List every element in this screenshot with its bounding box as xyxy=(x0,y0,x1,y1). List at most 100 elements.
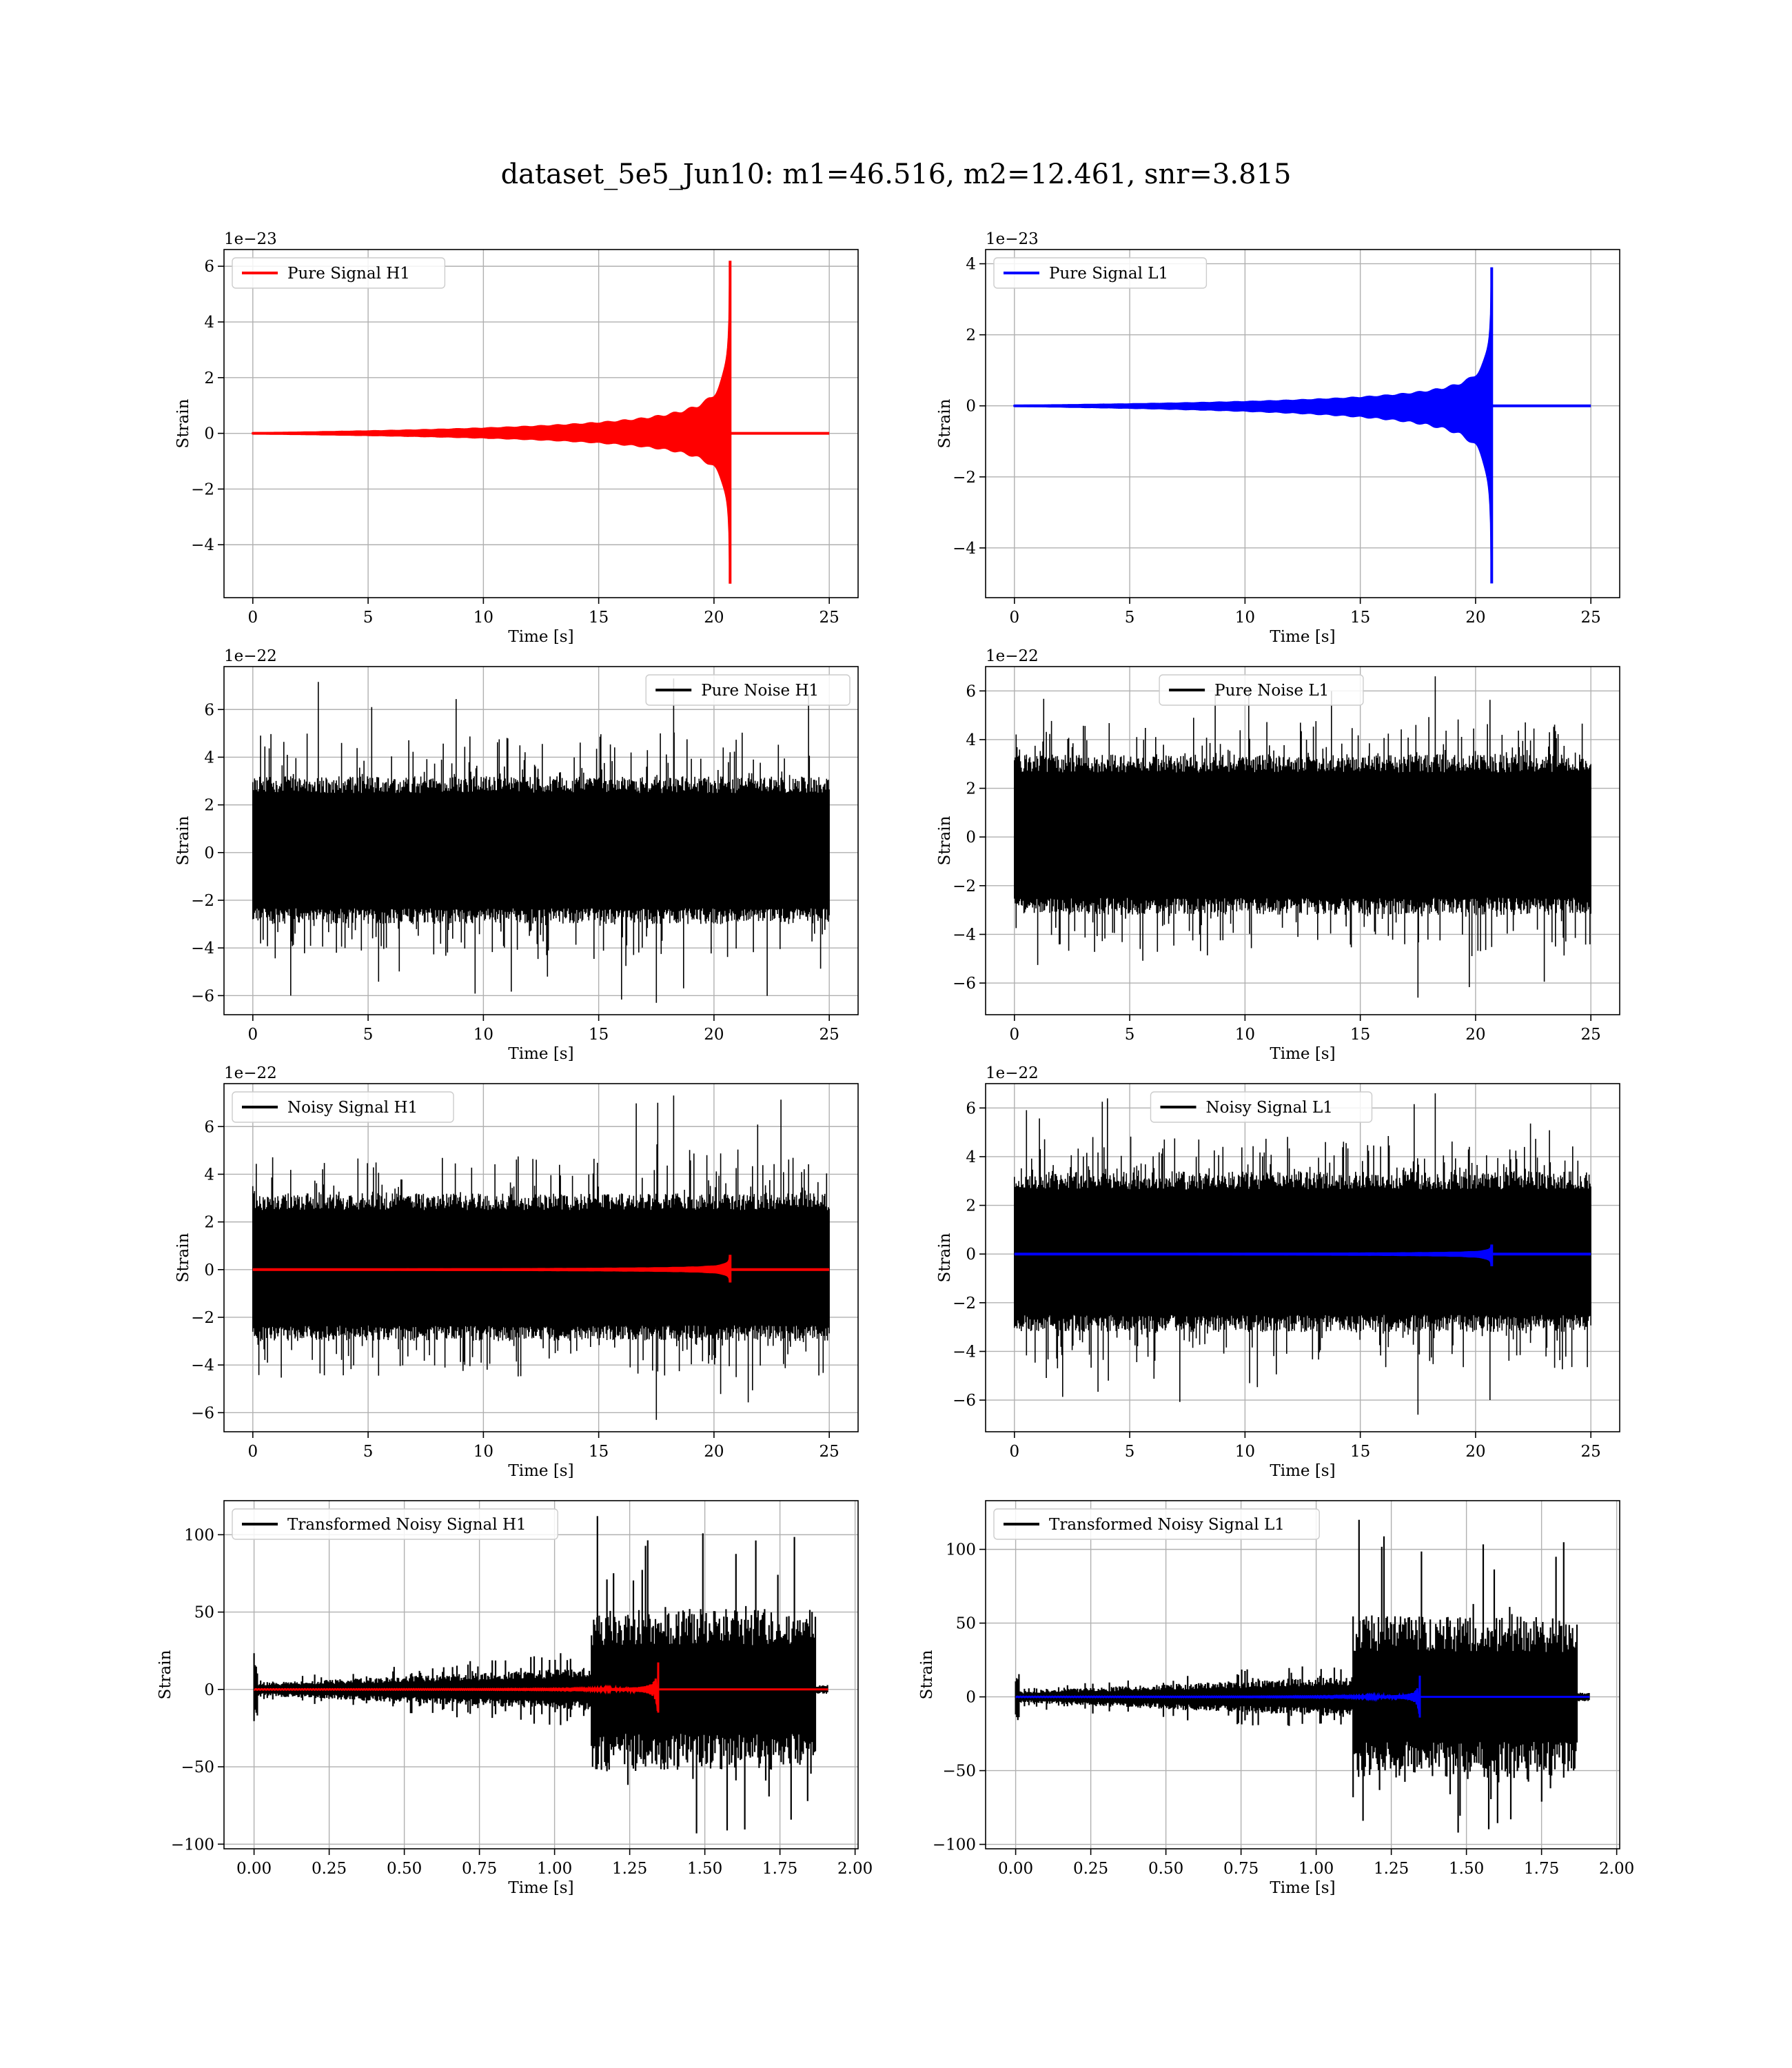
y-tick-label: −6 xyxy=(953,975,976,993)
y-axis-label: Strain xyxy=(174,398,192,448)
y-tick-label: 6 xyxy=(966,1099,976,1117)
x-tick-label: 0 xyxy=(1009,609,1019,627)
x-tick-label: 0.00 xyxy=(236,1860,272,1878)
x-tick-label: 15 xyxy=(589,1443,609,1461)
subplot-3: 0 5 10 15 20 25 −6 −4 −2 0 2 4 6 Time [s] Strain 1e−22 P… xyxy=(174,647,859,1063)
x-tick-label: 0.75 xyxy=(1223,1860,1259,1878)
y-axis-label: Strain xyxy=(936,398,954,448)
x-tick-label: 0 xyxy=(247,609,258,627)
x-tick-label: 5 xyxy=(363,1443,374,1461)
x-tick-label: 15 xyxy=(1350,1443,1370,1461)
axis-offset-label: 1e−22 xyxy=(224,647,277,665)
y-tick-label: −4 xyxy=(953,926,976,944)
y-tick-label: 4 xyxy=(966,1148,976,1166)
y-axis-label: Strain xyxy=(918,1650,936,1699)
x-tick-label: 0.25 xyxy=(1073,1860,1108,1878)
series-layer xyxy=(253,1516,828,1834)
x-tick-label: 10 xyxy=(474,1026,493,1044)
x-tick-label: 10 xyxy=(474,1443,493,1461)
y-tick-label: −2 xyxy=(191,892,214,910)
y-tick-label: 4 xyxy=(966,256,976,274)
y-tick-label: 2 xyxy=(966,1197,976,1215)
x-tick-label: 1.50 xyxy=(687,1860,722,1878)
ticks: 0.00 0.25 0.50 0.75 1.00 1.25 1.50 1.75 2.00 −100… xyxy=(933,1541,1634,1878)
legend-label: Pure Noise L1 xyxy=(1214,682,1329,700)
x-tick-label: 25 xyxy=(819,609,839,627)
x-tick-label: 1.25 xyxy=(612,1860,647,1878)
x-tick-label: 15 xyxy=(589,1026,609,1044)
y-axis-label: Strain xyxy=(174,815,192,865)
legend-box xyxy=(993,1508,1320,1540)
y-tick-label: −2 xyxy=(953,1295,976,1312)
figure-title: dataset_5e5_Jun10: m1=46.516, m2=12.461,… xyxy=(501,159,1292,190)
y-tick-label: −4 xyxy=(191,1357,214,1375)
y-tick-label: 4 xyxy=(204,1166,214,1184)
y-tick-label: −2 xyxy=(191,480,214,498)
subplot-2: 0 5 10 15 20 25 −4 −2 0 2 4 Time [s] Strain 1e−23 Pure… xyxy=(936,230,1620,646)
legend: Noisy Signal L1 xyxy=(1150,1091,1373,1123)
series-layer xyxy=(1015,1519,1590,1833)
x-tick-label: 0.50 xyxy=(387,1860,422,1878)
legend: Pure Signal L1 xyxy=(993,257,1208,289)
axes-frame xyxy=(985,666,1620,1015)
series-1-noise-line xyxy=(1014,676,1591,998)
x-tick-label: 20 xyxy=(704,609,724,627)
y-tick-label: −50 xyxy=(942,1763,976,1781)
y-tick-label: 6 xyxy=(204,258,214,276)
y-tick-label: 0 xyxy=(966,1246,976,1264)
y-tick-label: −2 xyxy=(191,1309,214,1327)
axis-offset-label: 1e−23 xyxy=(986,230,1039,248)
legend-label: Pure Signal L1 xyxy=(1049,265,1168,283)
x-tick-label: 20 xyxy=(1465,1026,1485,1044)
x-tick-label: 10 xyxy=(1235,1026,1255,1044)
y-tick-label: 100 xyxy=(946,1541,976,1559)
y-axis-label: Strain xyxy=(936,815,954,865)
ticks: 0.00 0.25 0.50 0.75 1.00 1.25 1.50 1.75 2.00 −100… xyxy=(171,1526,873,1878)
x-tick-label: 0.00 xyxy=(998,1860,1033,1878)
legend: Pure Noise H1 xyxy=(645,674,851,706)
series-layer xyxy=(252,1095,830,1420)
y-tick-label: −50 xyxy=(181,1758,214,1776)
y-tick-label: 6 xyxy=(204,701,214,719)
x-axis-label: Time [s] xyxy=(508,1462,573,1480)
series-layer xyxy=(1013,267,1591,584)
legend: Transformed Noisy Signal L1 xyxy=(993,1508,1320,1540)
y-tick-label: 50 xyxy=(194,1604,214,1622)
ticks: 0 5 10 15 20 25 −6 −4 −2 0 2 4 6 xyxy=(191,1118,839,1461)
x-tick-label: 5 xyxy=(1125,1443,1135,1461)
y-tick-label: −2 xyxy=(953,878,976,895)
axes-frame xyxy=(985,249,1620,598)
legend-box xyxy=(1159,674,1364,706)
y-tick-label: 2 xyxy=(966,780,976,798)
axis-offset-label: 1e−22 xyxy=(986,647,1039,665)
x-tick-label: 20 xyxy=(704,1026,724,1044)
y-tick-label: 2 xyxy=(966,327,976,345)
y-axis-label: Strain xyxy=(174,1233,192,1282)
x-axis-label: Time [s] xyxy=(1270,1045,1335,1063)
plot-area xyxy=(224,250,858,598)
x-tick-label: 0.50 xyxy=(1148,1860,1183,1878)
y-tick-label: −4 xyxy=(191,536,214,554)
series-layer xyxy=(252,261,830,584)
x-tick-label: 15 xyxy=(589,609,609,627)
axes-frame xyxy=(985,1083,1620,1432)
subplot-6: 0 5 10 15 20 25 −6 −4 −2 0 2 4 6 Time [s] Strain 1e−22 N… xyxy=(936,1064,1620,1480)
x-axis-label: Time [s] xyxy=(508,1879,573,1897)
x-tick-label: 2.00 xyxy=(837,1860,873,1878)
x-tick-label: 10 xyxy=(1235,609,1255,627)
subplot-1: 0 5 10 15 20 25 −4 −2 0 2 4 6 Time [s] Strain 1e−23 Pur… xyxy=(174,230,859,646)
x-tick-label: 0 xyxy=(1009,1026,1019,1044)
x-tick-label: 20 xyxy=(1465,1443,1485,1461)
x-tick-label: 1.25 xyxy=(1374,1860,1409,1878)
y-tick-label: 50 xyxy=(956,1615,976,1633)
ticks: 0 5 10 15 20 25 −6 −4 −2 0 2 4 6 xyxy=(953,682,1601,1044)
x-axis-label: Time [s] xyxy=(1270,1462,1335,1480)
y-axis-label: Strain xyxy=(156,1650,174,1699)
series-1-noise-line xyxy=(252,678,830,1003)
y-tick-label: −2 xyxy=(953,469,976,487)
legend-label: Pure Signal H1 xyxy=(287,265,410,283)
subplot-8: 0.00 0.25 0.50 0.75 1.00 1.25 1.50 1.75 2.00 −100… xyxy=(918,1500,1634,1897)
axes-frame xyxy=(223,249,859,598)
legend-box xyxy=(1150,1091,1373,1123)
